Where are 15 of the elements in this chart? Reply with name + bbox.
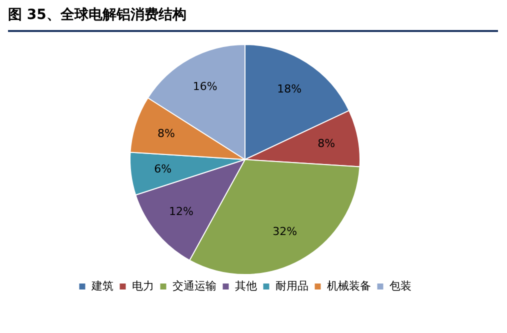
- legend-label: 电力: [132, 279, 154, 292]
- legend-label: 交通运输: [172, 279, 216, 292]
- legend-label: 建筑: [90, 279, 114, 292]
- data-label: 12%: [168, 205, 194, 218]
- data-label: 6%: [154, 162, 172, 176]
- data-label: 16%: [192, 80, 218, 93]
- data-label: 8%: [158, 126, 175, 140]
- data-label: 8%: [318, 136, 336, 150]
- data-label: 32%: [272, 224, 298, 238]
- legend-label: 机械装备: [326, 279, 371, 292]
- data-label: 18%: [277, 82, 302, 96]
- legend-label: 包装: [389, 279, 412, 292]
- legend-label: 耐用品: [275, 279, 308, 292]
- chart-title: 图 35、全球电解铝消费结构: [8, 6, 498, 32]
- legend-label: 其他: [234, 279, 257, 292]
